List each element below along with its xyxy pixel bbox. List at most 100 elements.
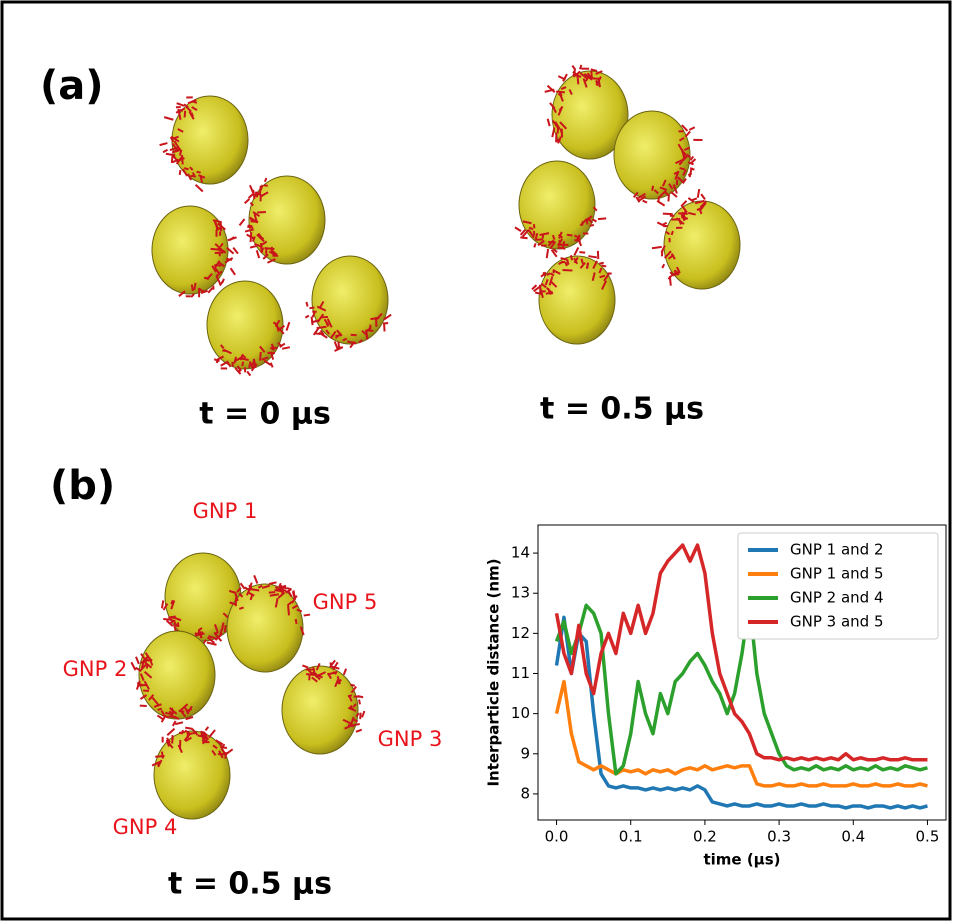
figure: (a) t = 0 μs t = 0.5 μs (b) t = 0.5 μs G…: [0, 0, 954, 923]
ligand: [179, 732, 185, 733]
ligand: [305, 316, 309, 318]
ligand: [257, 212, 266, 213]
y-axis-label: Interparticle distance (nm): [485, 558, 503, 786]
ligand: [162, 752, 163, 759]
ligand: [172, 708, 173, 715]
ligand: [588, 256, 596, 257]
ligand: [172, 736, 173, 743]
ligand: [556, 91, 565, 92]
ligand: [190, 733, 197, 734]
ligand: [270, 348, 277, 349]
ligand: [601, 265, 606, 266]
y-tick-label: 14: [511, 544, 530, 562]
ligand: [574, 240, 580, 241]
ligand: [160, 143, 168, 145]
ligand: [581, 259, 582, 264]
ligand: [231, 268, 236, 275]
ligand: [222, 279, 224, 283]
ligand: [572, 66, 575, 70]
x-tick-label: 0.2: [693, 828, 717, 846]
ligand: [247, 371, 250, 375]
legend-label: GNP 3 and 5: [790, 613, 884, 631]
ligand: [590, 225, 594, 226]
panel-label: (b): [50, 463, 115, 509]
ligand: [269, 582, 276, 584]
ligand: [197, 172, 201, 173]
ligand: [207, 643, 217, 645]
ligand: [652, 247, 662, 248]
ligand: [164, 117, 173, 120]
ligand: [242, 362, 243, 367]
ligand: [691, 198, 697, 200]
ligand: [643, 201, 647, 203]
x-tick-label: 0.3: [767, 828, 791, 846]
x-tick-label: 0.0: [545, 828, 569, 846]
ligand: [260, 352, 261, 361]
legend-label: GNP 1 and 5: [790, 565, 884, 583]
legend-label: GNP 2 and 4: [790, 589, 884, 607]
ligand: [220, 747, 227, 748]
ligand: [534, 243, 535, 247]
ligand: [309, 307, 314, 308]
ligand: [335, 342, 338, 349]
ligand: [271, 363, 273, 368]
ligand: [304, 615, 310, 616]
panel-label: (a): [40, 63, 104, 109]
ligand: [690, 169, 692, 177]
caption: t = 0 μs: [199, 397, 331, 432]
nanoparticle: [519, 161, 595, 249]
ligand: [136, 657, 139, 664]
ligand: [265, 178, 267, 182]
ligand: [282, 347, 290, 349]
ligand: [689, 127, 694, 130]
ligand: [574, 247, 578, 255]
ligand: [587, 263, 588, 269]
ligand: [344, 669, 346, 675]
ligand: [313, 673, 317, 674]
x-axis-label: time (μs): [703, 851, 780, 869]
ligand: [565, 262, 567, 266]
ligand: [287, 322, 290, 330]
ligand: [251, 232, 252, 242]
ligand: [547, 249, 548, 258]
ligand: [192, 285, 193, 291]
ligand: [357, 696, 363, 697]
ligand: [302, 665, 308, 667]
y-tick-label: 12: [511, 624, 530, 642]
ligand: [257, 250, 259, 258]
ligand: [158, 709, 162, 710]
ligand: [680, 168, 685, 169]
ligand: [245, 199, 250, 203]
ligand: [147, 665, 148, 669]
ligand: [548, 119, 550, 126]
ligand: [558, 139, 559, 144]
y-tick-label: 9: [520, 744, 530, 762]
ligand: [370, 318, 379, 319]
ligand: [652, 186, 653, 191]
ligand: [359, 700, 360, 705]
nanoparticle: [139, 631, 215, 719]
particle-label: GNP 4: [113, 815, 178, 839]
ligand: [250, 185, 253, 193]
ligand: [194, 283, 195, 290]
ligand: [330, 662, 331, 667]
ligand: [543, 234, 544, 239]
ligand: [266, 247, 267, 252]
ligand: [167, 729, 174, 736]
nanoparticle: [154, 731, 230, 819]
ligand: [558, 247, 566, 248]
ligand: [254, 575, 257, 583]
ligand: [248, 226, 253, 227]
ligand: [306, 302, 307, 307]
ligand: [196, 185, 203, 192]
legend-label: GNP 1 and 2: [790, 541, 884, 559]
ligand: [177, 103, 184, 106]
ligand: [225, 625, 226, 632]
ligand: [250, 246, 256, 248]
ligand: [226, 749, 233, 754]
ligand: [534, 224, 535, 228]
ligand: [131, 662, 135, 670]
ligand: [599, 263, 603, 264]
caption: t = 0.5 μs: [168, 867, 332, 902]
ligand: [163, 619, 172, 620]
